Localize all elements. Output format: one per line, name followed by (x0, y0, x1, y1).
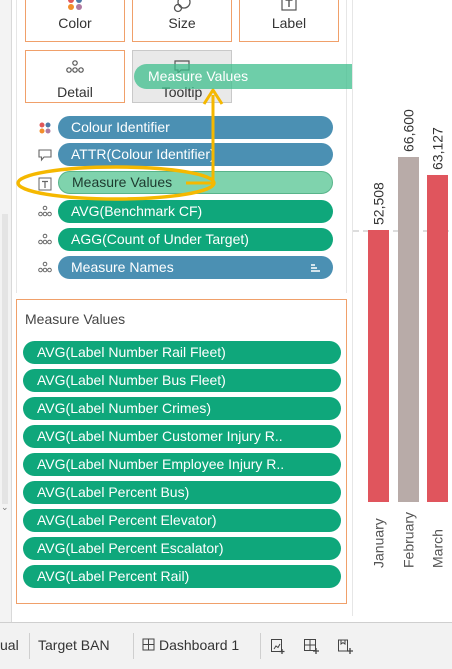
scroll-down-arrow-icon[interactable]: ⌄ (1, 502, 9, 512)
new-story-icon[interactable] (337, 623, 354, 669)
data-label: 63,127 (430, 127, 446, 170)
bar-chart: 52,508 January 66,600 February 63,127 March (353, 109, 452, 568)
color-button-label: Color (58, 15, 92, 31)
tab-dashboard-1-label: Dashboard 1 (159, 637, 240, 653)
measure-value-pill[interactable]: AVG(Label Percent Escalator) (23, 537, 341, 560)
text-t-icon (38, 177, 52, 191)
pill-agg-count-under-target[interactable]: AGG(Count of Under Target) (58, 228, 333, 251)
data-label: 52,508 (371, 182, 387, 225)
tooltip-icon (38, 148, 52, 162)
detail-dots-icon (26, 59, 124, 79)
pill-measure-values[interactable]: Measure Values (58, 171, 333, 194)
pill-colour-identifier[interactable]: Colour Identifier (58, 116, 333, 139)
data-label: 66,600 (401, 109, 417, 152)
color-dots-icon (26, 0, 124, 14)
category-label: February (401, 512, 417, 568)
left-panel-edge: ⌄ (0, 0, 12, 622)
new-dashboard-icon[interactable] (303, 623, 320, 669)
sort-icon (309, 256, 321, 279)
measure-value-pill[interactable]: AVG(Label Number Crimes) (23, 397, 341, 420)
tab-divider (260, 633, 261, 659)
text-t-icon (240, 0, 338, 14)
size-button[interactable]: Size (132, 0, 232, 42)
measure-value-pill[interactable]: AVG(Label Percent Bus) (23, 481, 341, 504)
tab-dashboard-1[interactable]: Dashboard 1 (142, 623, 239, 669)
detail-button-label: Detail (57, 84, 93, 100)
pill-measure-names[interactable]: Measure Names (58, 256, 333, 279)
measure-value-pill[interactable]: AVG(Label Percent Elevator) (23, 509, 341, 532)
measure-value-pill[interactable]: AVG(Label Percent Rail) (23, 565, 341, 588)
detail-dots-icon (38, 205, 52, 219)
pill-measure-names-label: Measure Names (71, 259, 174, 275)
marks-card: Color Size Label Detail Tooltip Colour I… (16, 0, 347, 293)
tab-sheet-partial[interactable]: ual (0, 637, 19, 653)
size-icon (133, 0, 231, 14)
label-button[interactable]: Label (239, 0, 339, 42)
pill-attr-colour-identifier[interactable]: ATTR(Colour Identifier) (58, 143, 333, 166)
tab-target-ban[interactable]: Target BAN (38, 637, 110, 653)
scrollbar-thumb[interactable] (2, 214, 8, 504)
measure-value-pill[interactable]: AVG(Label Number Bus Fleet) (23, 369, 341, 392)
dashboard-icon (142, 624, 155, 668)
measure-value-pill[interactable]: AVG(Label Number Customer Injury R.. (23, 425, 341, 448)
bar-january (368, 229, 389, 503)
measure-value-pill[interactable]: AVG(Label Number Rail Fleet) (23, 341, 341, 364)
bar-february (398, 157, 419, 502)
new-worksheet-icon[interactable] (270, 623, 286, 669)
detail-button[interactable]: Detail (25, 50, 125, 103)
bar-march (427, 174, 448, 502)
pill-avg-benchmark-cf[interactable]: AVG(Benchmark CF) (58, 200, 333, 223)
measure-values-shelf-title: Measure Values (25, 311, 126, 327)
size-button-label: Size (168, 15, 196, 31)
tab-divider (133, 633, 134, 659)
color-dots-icon (38, 121, 52, 135)
color-button[interactable]: Color (25, 0, 125, 42)
chart-area: 52,508 January 66,600 February 63,127 March (352, 0, 452, 616)
category-label: January (371, 518, 387, 568)
category-label: March (430, 529, 446, 568)
detail-dots-icon (38, 233, 52, 247)
label-button-label: Label (271, 15, 307, 31)
sheet-tab-bar: ual Target BAN Dashboard 1 (0, 622, 452, 669)
measure-value-pill[interactable]: AVG(Label Number Employee Injury R.. (23, 453, 341, 476)
detail-dots-icon (38, 261, 52, 275)
tab-divider (29, 633, 30, 659)
